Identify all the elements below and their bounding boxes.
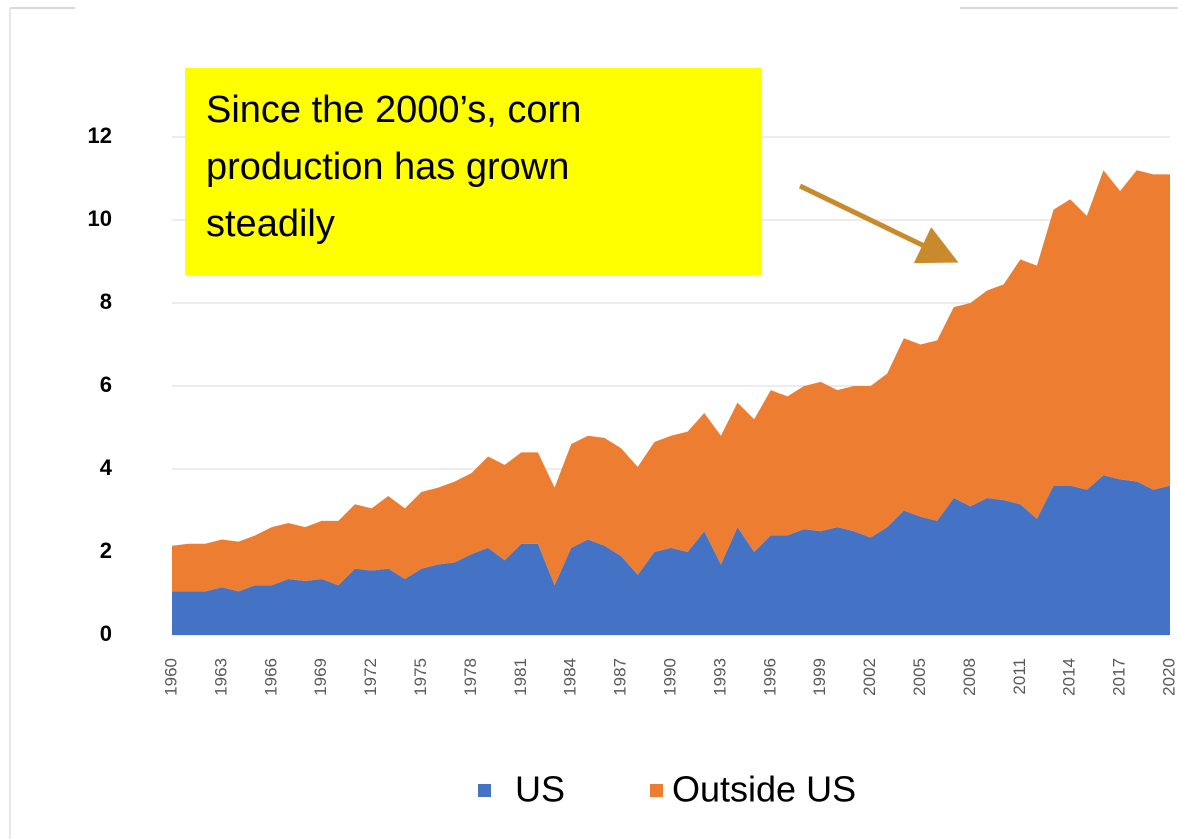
x-tick-label: 1984	[561, 658, 580, 696]
legend: US Outside US	[478, 769, 856, 810]
x-tick-label: 1972	[361, 658, 380, 696]
legend-swatch	[650, 784, 663, 797]
area	[172, 170, 1170, 592]
annotation-arrow	[798, 183, 959, 264]
x-tick-label: 2005	[910, 658, 929, 696]
annotation: Since the 2000’s, corn production has gro…	[206, 89, 581, 245]
x-tick-label: 2008	[960, 658, 979, 696]
x-tick-label: 1996	[760, 658, 779, 696]
y-tick-label: 12	[88, 123, 112, 148]
x-tick-label: 1975	[411, 658, 430, 696]
y-tick-label: 10	[88, 206, 112, 231]
x-tick-label: 2002	[860, 658, 879, 696]
area	[172, 475, 1170, 635]
x-tick-label: 1990	[660, 658, 679, 696]
x-tick-label: 2014	[1060, 658, 1079, 696]
x-tick-label: 1966	[261, 658, 280, 696]
x-tick-label: 2020	[1159, 658, 1178, 696]
annotation-text: Since the 2000’s, corn	[206, 89, 581, 131]
y-tick-label: 0	[100, 621, 112, 646]
annotation-text: production has grown	[206, 146, 569, 188]
y-tick-label: 4	[100, 455, 113, 480]
y-tick-label: 8	[100, 289, 112, 314]
axes: 0 2 4 6 8 10 12 1960 1963 1966 1969 1972 1975 1978 198…	[88, 123, 1178, 696]
y-tick-label: 2	[100, 538, 112, 563]
annotation-box	[185, 68, 762, 275]
x-tick-label: 1987	[611, 658, 630, 696]
x-tick-label: 2017	[1110, 658, 1129, 696]
legend-swatch	[478, 784, 491, 797]
x-tick-label: 1969	[311, 658, 330, 696]
y-tick-label: 6	[100, 372, 112, 397]
x-tick-label: 1960	[161, 658, 180, 696]
areas	[172, 170, 1170, 635]
x-tick-label: 1981	[511, 658, 530, 696]
legend-label: US	[515, 769, 565, 810]
x-tick-label: 2011	[1010, 658, 1029, 695]
x-tick-label: 1963	[211, 658, 230, 696]
x-tick-label: 1978	[461, 658, 480, 696]
annotation-text: steadily	[206, 203, 335, 245]
x-tick-label: 1993	[710, 658, 729, 696]
x-tick-label: 1999	[810, 658, 829, 696]
legend-label: Outside US	[672, 769, 856, 810]
